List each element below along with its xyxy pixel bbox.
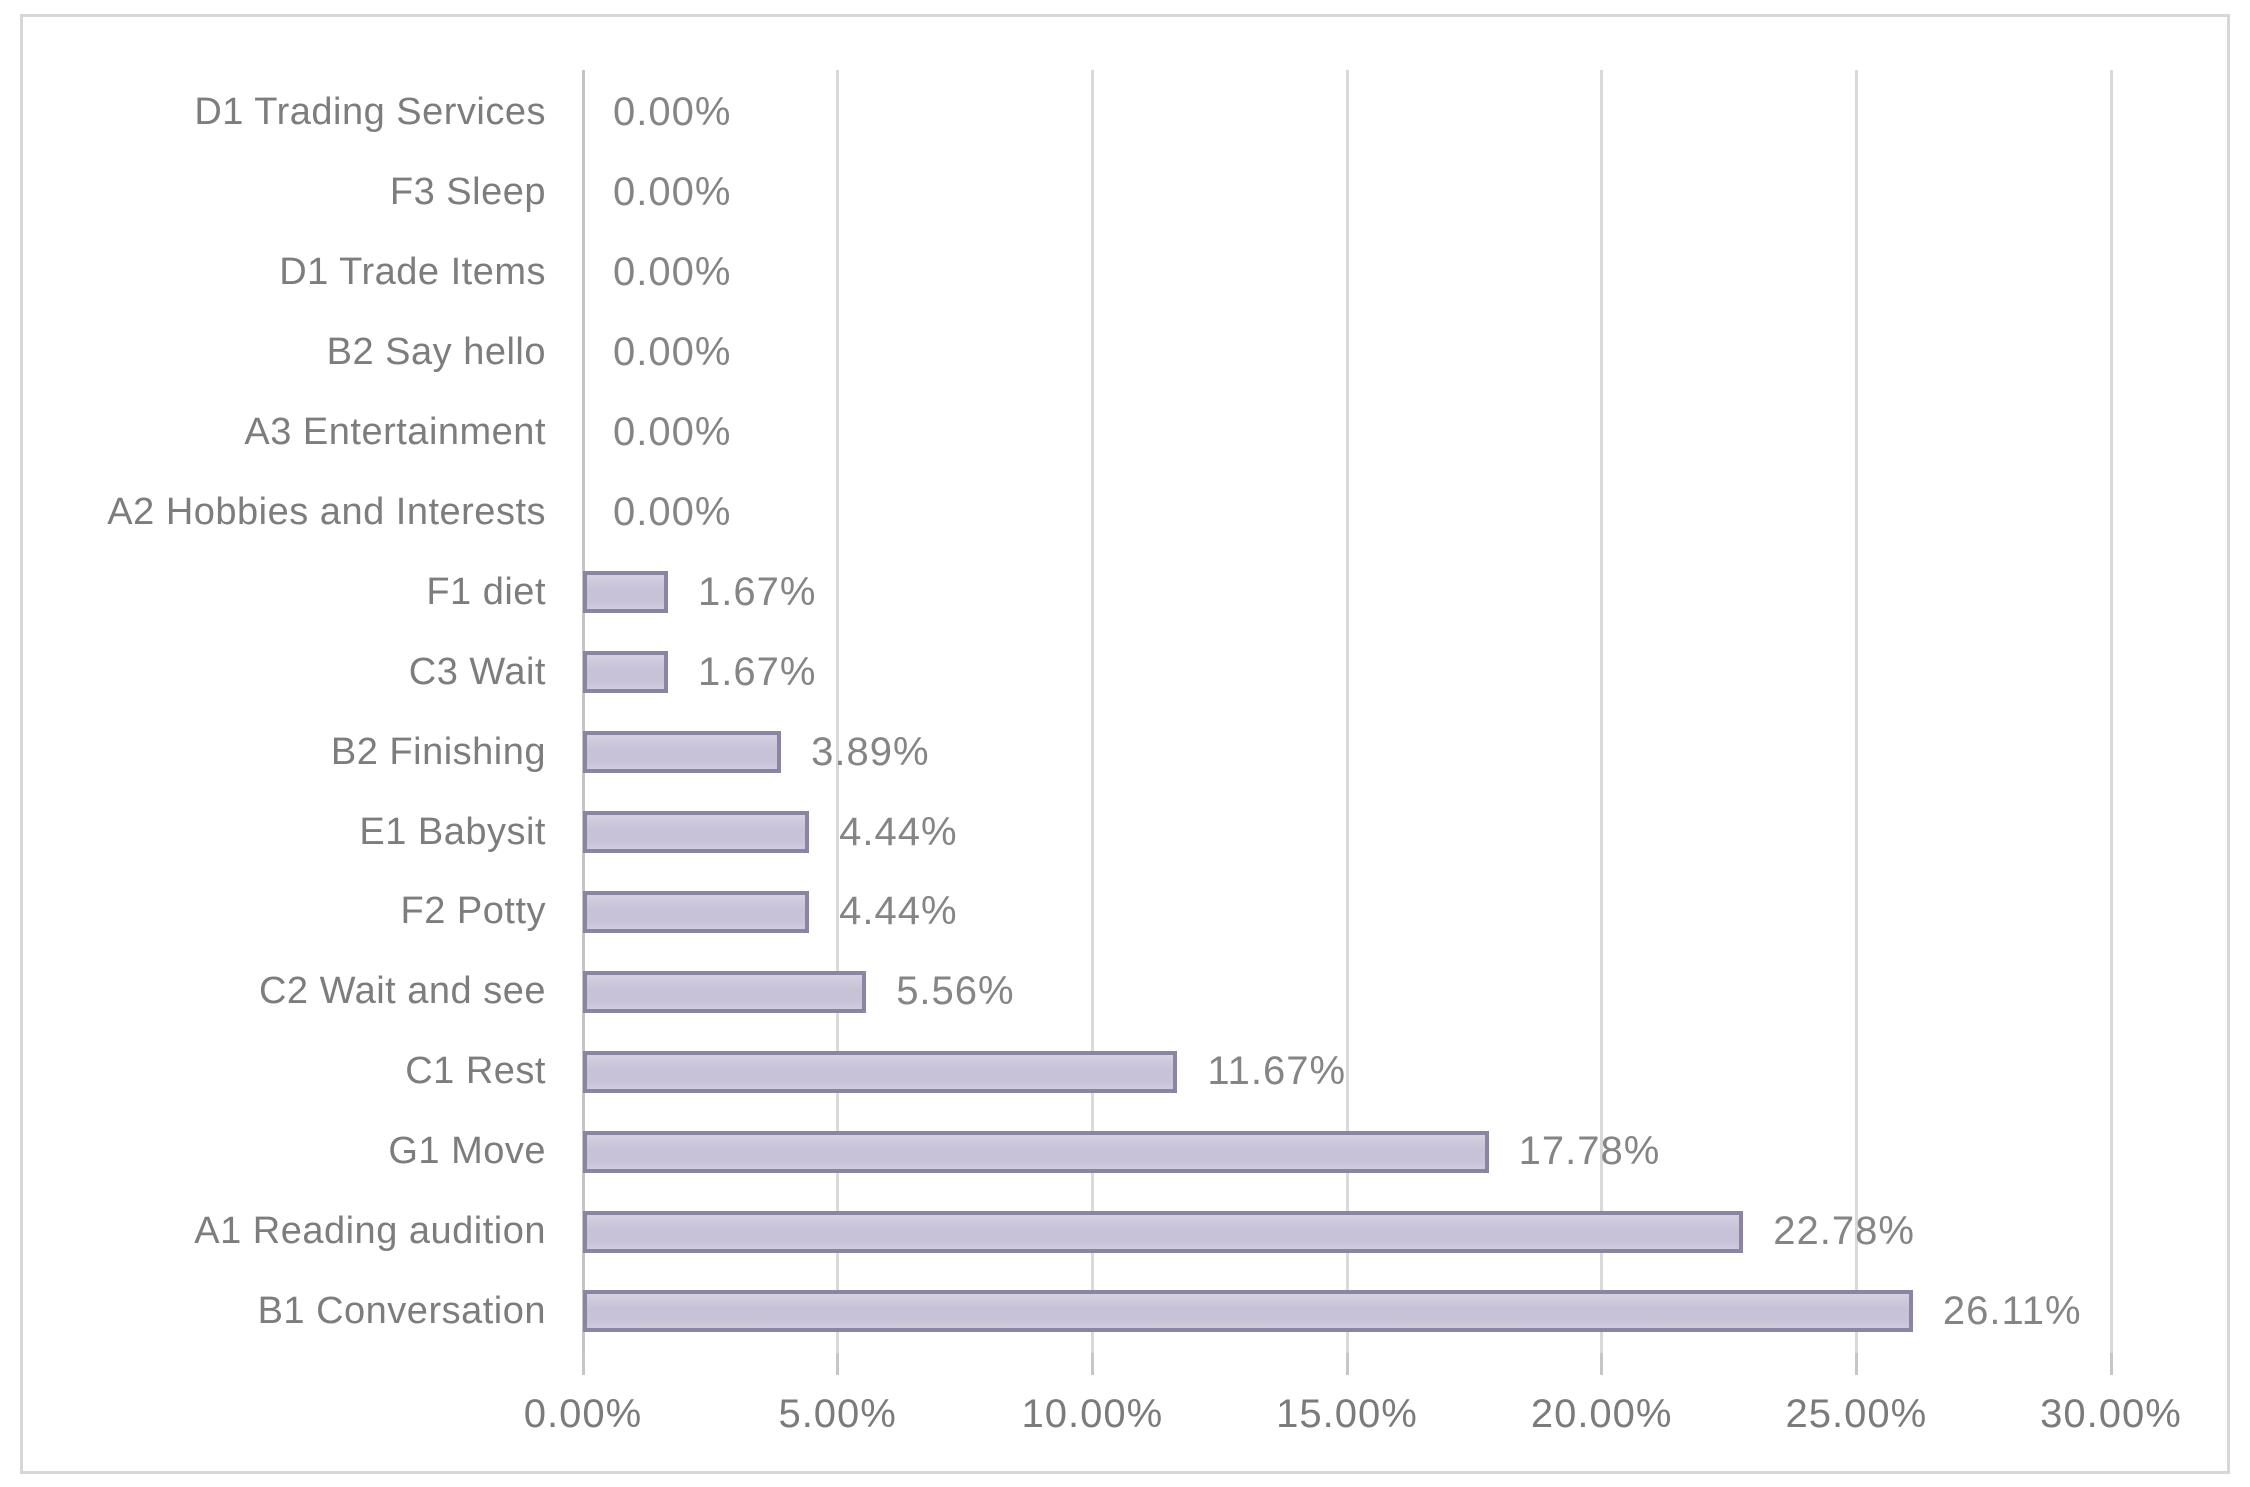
category-label: B2 Say hello [326, 331, 546, 374]
category-label: C3 Wait [408, 650, 546, 693]
value-label: 1.67% [698, 569, 817, 614]
vertical-gridline [1345, 70, 1349, 1353]
category-label: A2 Hobbies and Interests [107, 490, 546, 533]
value-label: 22.78% [1773, 1209, 1915, 1254]
category-label: C2 Wait and see [258, 970, 546, 1013]
chart-row: E1 Babysit 4.44% [0, 792, 2250, 872]
chart-row: F2 Potty 4.44% [0, 872, 2250, 952]
vertical-gridline [1090, 70, 1094, 1353]
chart-row: F1 diet 1.67% [0, 552, 2250, 632]
chart-row: C1 Rest 11.67% [0, 1032, 2250, 1112]
value-label: 11.67% [1207, 1049, 1347, 1094]
category-label: F3 Sleep [389, 171, 546, 214]
value-label: 4.44% [839, 889, 958, 934]
chart-row: B1 Conversation 26.11% [0, 1272, 2250, 1352]
x-axis-tick [2109, 1353, 2113, 1375]
value-label: 26.11% [1942, 1288, 2082, 1333]
chart-row: A2 Hobbies and Interests 0.00% [0, 473, 2250, 553]
category-label: C1 Rest [405, 1050, 546, 1093]
value-label: 0.00% [613, 410, 732, 455]
value-label: 0.00% [613, 489, 732, 534]
category-label: F2 Potty [400, 890, 546, 933]
value-label: 0.00% [613, 330, 732, 375]
value-label: 3.89% [811, 729, 930, 774]
bar [583, 1290, 1913, 1333]
value-label: 0.00% [613, 250, 732, 295]
category-label: G1 Move [388, 1130, 546, 1173]
x-axis-tick-label: 5.00% [778, 1392, 897, 1436]
bar [583, 1210, 1744, 1253]
category-label: B1 Conversation [257, 1289, 546, 1332]
category-label: D1 Trading Services [194, 91, 546, 134]
value-label: 4.44% [839, 809, 958, 854]
y-axis-line [581, 70, 585, 1353]
value-label: 17.78% [1518, 1129, 1661, 1174]
chart-row: B2 Say hello 0.00% [0, 313, 2250, 393]
x-axis-tick-label: 0.00% [523, 1392, 643, 1436]
vertical-gridline [1600, 70, 1604, 1353]
x-axis-tick-label: 25.00% [1785, 1392, 1928, 1436]
chart-row: C3 Wait 1.67% [0, 632, 2250, 712]
chart-row: A3 Entertainment 0.00% [0, 393, 2250, 473]
x-axis-tick-label: 10.00% [1021, 1392, 1164, 1436]
category-label: F1 diet [426, 570, 546, 613]
category-label: D1 Trade Items [279, 251, 546, 294]
x-axis-tick [836, 1353, 840, 1375]
chart-row: D1 Trading Services 0.00% [0, 73, 2250, 153]
chart-row: F3 Sleep 0.00% [0, 153, 2250, 233]
bar [583, 811, 810, 854]
x-axis-tick-label: 15.00% [1276, 1392, 1418, 1436]
bar [583, 970, 867, 1013]
vertical-gridline [1854, 70, 1858, 1353]
bar [583, 571, 669, 614]
chart-row: C2 Wait and see 5.56% [0, 952, 2250, 1032]
x-axis-tick [1090, 1353, 1094, 1375]
bar [583, 890, 810, 933]
bar [583, 1130, 1489, 1173]
value-label: 5.56% [896, 969, 1015, 1014]
chart-row: G1 Move 17.78% [0, 1112, 2250, 1192]
x-axis-tick [1600, 1353, 1604, 1375]
x-axis-tick-label: 20.00% [1530, 1392, 1673, 1436]
value-label: 1.67% [698, 649, 817, 694]
bar [583, 731, 782, 774]
x-axis-tick-label: 30.00% [2040, 1392, 2182, 1436]
x-axis-tick [1345, 1353, 1349, 1375]
chart-row: B2 Finishing 3.89% [0, 712, 2250, 792]
vertical-gridline [836, 70, 840, 1353]
bar [583, 1050, 1178, 1093]
category-label: E1 Babysit [359, 810, 546, 853]
value-label: 0.00% [613, 90, 732, 135]
bar [583, 651, 669, 694]
category-label: B2 Finishing [330, 730, 546, 773]
x-axis-tick [1854, 1353, 1858, 1375]
category-label: A1 Reading audition [194, 1210, 546, 1253]
x-axis-tick [581, 1353, 585, 1375]
value-label: 0.00% [613, 170, 732, 215]
chart-row: A1 Reading audition 22.78% [0, 1192, 2250, 1272]
vertical-gridline [2109, 70, 2113, 1353]
chart-row: D1 Trade Items 0.00% [0, 233, 2250, 313]
category-label: A3 Entertainment [244, 411, 546, 454]
